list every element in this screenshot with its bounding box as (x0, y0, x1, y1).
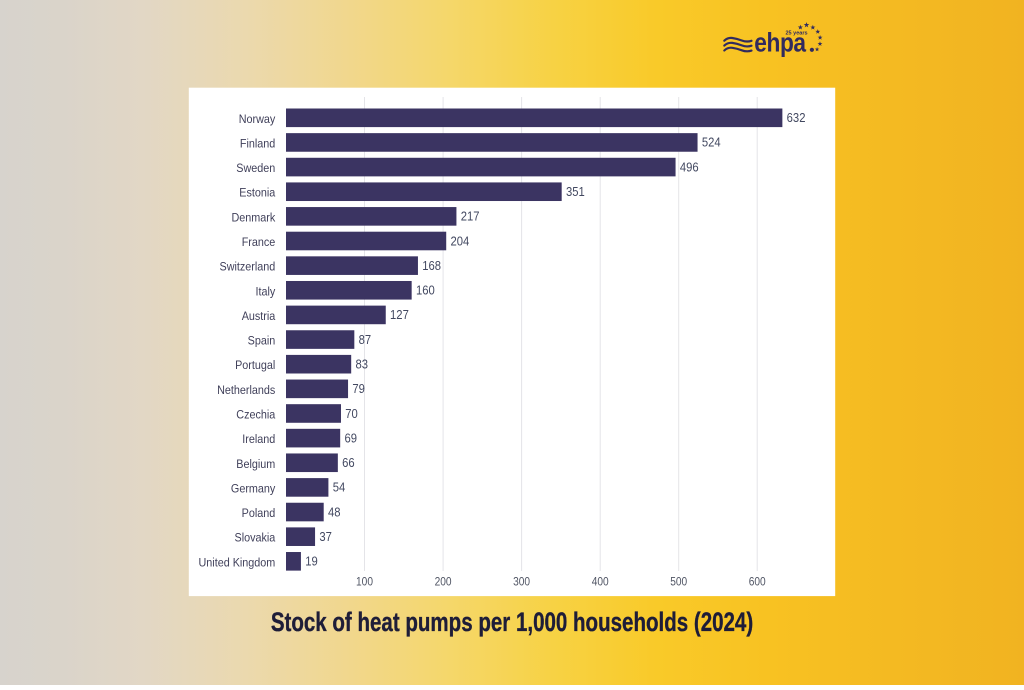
svg-text:Germany: Germany (231, 483, 276, 496)
svg-text:217: 217 (461, 209, 480, 224)
svg-text:Netherlands: Netherlands (217, 384, 275, 397)
svg-text:500: 500 (670, 576, 687, 589)
svg-text:Ireland: Ireland (242, 434, 275, 447)
svg-text:Slovakia: Slovakia (235, 532, 276, 545)
svg-text:70: 70 (345, 406, 358, 421)
svg-text:United Kingdom: United Kingdom (199, 557, 276, 570)
svg-text:168: 168 (422, 258, 441, 273)
svg-text:Italy: Italy (256, 286, 276, 299)
svg-text:Denmark: Denmark (232, 212, 276, 225)
svg-text:25 years: 25 years (786, 31, 808, 37)
svg-text:200: 200 (435, 576, 452, 589)
svg-text:83: 83 (355, 357, 368, 372)
svg-text:France: France (242, 237, 276, 250)
svg-text:54: 54 (333, 480, 346, 495)
svg-text:524: 524 (702, 135, 721, 150)
svg-text:69: 69 (344, 431, 357, 446)
svg-text:496: 496 (680, 160, 699, 175)
svg-text:Sweden: Sweden (236, 163, 275, 176)
svg-text:Norway: Norway (239, 113, 276, 126)
svg-text:Estonia: Estonia (239, 187, 276, 200)
svg-text:632: 632 (787, 110, 806, 125)
svg-text:Belgium: Belgium (236, 458, 275, 471)
svg-text:Spain: Spain (248, 335, 276, 348)
svg-text:127: 127 (390, 308, 409, 323)
svg-text:79: 79 (352, 381, 365, 396)
svg-text:204: 204 (451, 234, 470, 249)
svg-text:Poland: Poland (242, 508, 276, 521)
svg-text:66: 66 (342, 455, 355, 470)
svg-text:Portugal: Portugal (235, 360, 275, 373)
svg-text:19: 19 (305, 554, 318, 569)
svg-text:160: 160 (416, 283, 435, 298)
svg-text:Czechia: Czechia (236, 409, 276, 422)
svg-text:48: 48 (328, 505, 341, 520)
svg-text:351: 351 (566, 184, 585, 199)
svg-text:Stock of heat pumps per 1,000: Stock of heat pumps per 1,000 households… (271, 609, 753, 638)
svg-text:100: 100 (356, 576, 373, 589)
svg-text:400: 400 (592, 576, 609, 589)
svg-text:ehpa: ehpa (754, 27, 807, 57)
svg-text:Finland: Finland (240, 138, 275, 151)
svg-text:600: 600 (749, 576, 766, 589)
svg-text:87: 87 (359, 332, 372, 347)
svg-text:Austria: Austria (242, 310, 276, 323)
svg-text:37: 37 (319, 529, 332, 544)
svg-text:Switzerland: Switzerland (220, 261, 276, 274)
svg-text:300: 300 (513, 576, 530, 589)
